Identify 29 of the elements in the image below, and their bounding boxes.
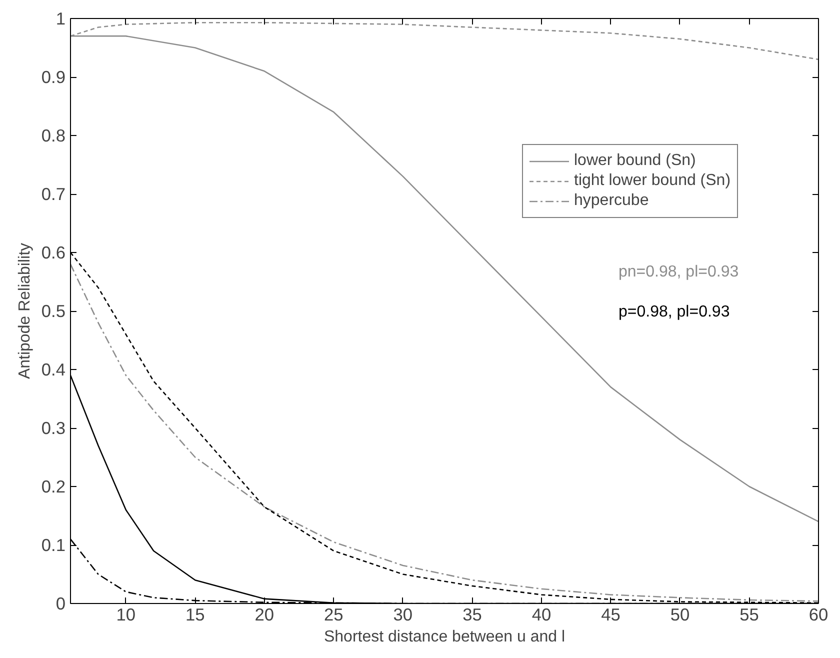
y-tick-label: 0.4 [41,360,66,380]
x-tick-label: 20 [254,604,274,624]
y-tick-label: 0.6 [41,242,66,262]
x-axis-title: Shortest distance between u and l [324,628,566,646]
legend-label: lower bound (Sn) [574,152,696,170]
y-tick-label: 0.3 [41,418,66,438]
y-tick-label: 1 [56,8,66,28]
legend-label: tight lower bound (Sn) [574,172,731,190]
annotation: pn=0.98, pl=0.93 [618,264,739,280]
y-axis-title: Antipode Reliability [16,242,34,380]
x-tick-label: 45 [601,604,620,624]
y-tick-label: 0.5 [41,301,66,321]
y-tick-label: 0 [56,594,66,614]
x-tick-label: 30 [393,604,413,624]
annotation: p=0.98, pl=0.93 [618,304,730,320]
x-tick-label: 60 [808,604,828,624]
y-tick-label: 0.2 [41,476,66,496]
y-tick-label: 0.1 [41,535,66,555]
x-tick-label: 10 [116,604,136,624]
x-tick-label: 40 [532,604,552,624]
y-tick-label: 0.9 [41,67,66,87]
legend-label: hypercube [574,192,649,210]
x-tick-label: 35 [462,604,482,624]
y-tick-label: 0.7 [41,184,66,204]
x-tick-label: 15 [186,604,205,624]
x-tick-label: 25 [324,604,344,624]
x-tick-label: 55 [740,604,759,624]
x-tick-label: 50 [670,604,690,624]
y-tick-label: 0.8 [41,126,66,146]
